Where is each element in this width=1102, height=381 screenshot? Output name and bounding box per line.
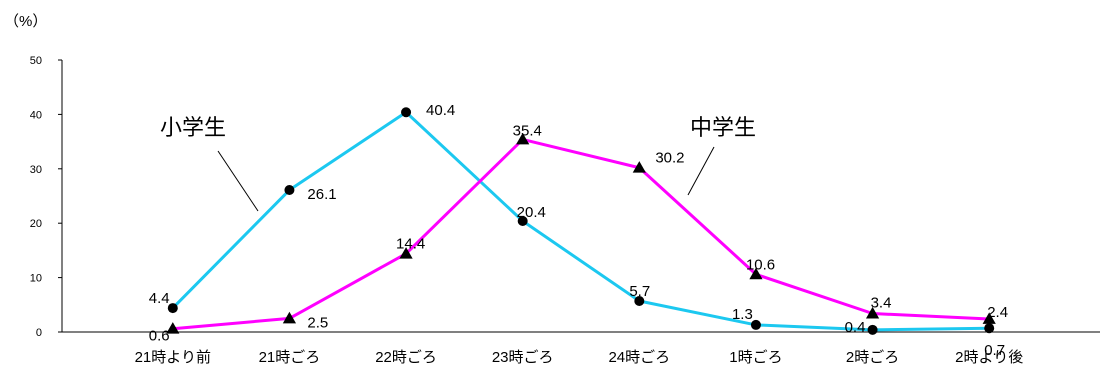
data-label: 14.4	[396, 236, 425, 253]
y-tick-label: 30	[30, 164, 42, 176]
x-ticks: 21時より前 21時ごろ 22時ごろ 23時ごろ 24時ごろ 1時ごろ 2時ごろ 2時より後	[135, 349, 1024, 366]
data-label: 0.7	[984, 342, 1005, 359]
series-label-elementary-text: 小学生	[160, 115, 226, 140]
x-tick-label: 24時ごろ	[608, 349, 670, 366]
data-point-triangle	[399, 247, 413, 259]
data-label: 2.5	[307, 314, 328, 331]
data-point-triangle	[516, 132, 530, 145]
data-point-triangle	[282, 311, 297, 324]
data-point-circle	[517, 216, 528, 227]
data-label: 0.4	[845, 319, 866, 336]
data-point-circle	[401, 107, 412, 118]
series-line	[172, 137, 990, 331]
data-point-triangle	[749, 267, 763, 280]
data-label: 10.6	[746, 256, 775, 273]
y-tick-label: 20	[30, 218, 42, 230]
x-tick-label: 23時ごろ	[492, 349, 554, 366]
data-point-triangle	[865, 306, 880, 319]
data-label: 30.2	[655, 150, 684, 167]
x-tick-label: 21時ごろ	[259, 349, 321, 366]
y-tick-label: 50	[30, 55, 42, 67]
data-point-triangle	[166, 322, 180, 334]
y-tick-label: 40	[30, 109, 42, 121]
series-line	[171, 110, 990, 332]
series-label-elementary: 小学生	[160, 115, 259, 212]
series-group: 4.4 26.1 40.4 20.4 5.7 1.3 0.4 0.7 0.6 2.5 14.4 35.…	[149, 102, 1008, 359]
x-tick-label: 2時ごろ	[846, 349, 899, 366]
data-point-triangle	[632, 161, 646, 173]
series-label-junior-high: 中学生	[687, 115, 756, 196]
x-tick-label: 22時ごろ	[375, 349, 437, 366]
data-label: 3.4	[871, 295, 892, 312]
data-label: 40.4	[426, 102, 455, 119]
x-tick-label: 1時ごろ	[729, 349, 782, 366]
series-label-junior-high-leader	[687, 146, 715, 196]
data-label: 2.4	[987, 304, 1008, 321]
x-tick-label: 2時より後	[955, 349, 1023, 366]
data-point-circle	[167, 303, 178, 314]
data-point-circle	[750, 319, 761, 330]
data-point-circle	[634, 295, 645, 306]
x-tick-label: 21時より前	[135, 349, 211, 366]
data-label: 35.4	[513, 122, 542, 139]
data-label: 0.6	[149, 328, 170, 345]
data-point-circle	[867, 324, 878, 335]
y-tick-label: 10	[30, 273, 42, 285]
series-label-elementary-leader	[217, 150, 259, 212]
data-label: 4.4	[149, 290, 170, 307]
series-label-junior-high-text: 中学生	[690, 115, 756, 140]
y-tick-label: 0	[36, 327, 42, 339]
data-point-triangle	[982, 312, 996, 324]
data-point-circle	[984, 323, 995, 334]
data-label: 20.4	[517, 204, 546, 221]
data-label: 1.3	[732, 306, 753, 323]
y-unit-label: （%）	[4, 13, 47, 30]
data-point-circle	[284, 185, 295, 196]
data-label: 26.1	[307, 186, 336, 203]
data-label: 5.7	[629, 283, 650, 300]
y-ticks: 0 10 20 30 40 50	[30, 55, 62, 339]
